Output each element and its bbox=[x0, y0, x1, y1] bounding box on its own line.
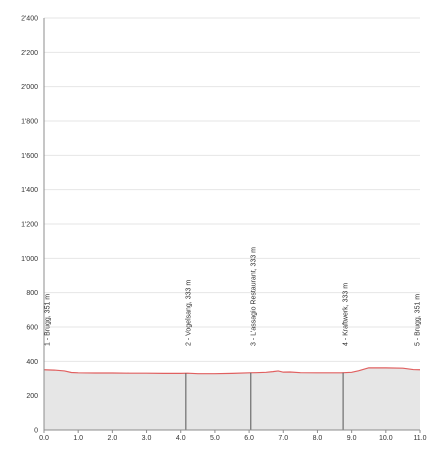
y-tick-label: 800 bbox=[26, 290, 38, 297]
x-tick-label: 0.0 bbox=[39, 435, 49, 442]
y-tick-label: 1'600 bbox=[21, 153, 38, 160]
x-tick-label: 3.0 bbox=[142, 435, 152, 442]
waypoint-label: 2 - Vogelsang, 333 m bbox=[185, 280, 192, 346]
y-tick-label: 2'000 bbox=[21, 84, 38, 91]
y-tick-label: 1'000 bbox=[21, 256, 38, 263]
y-tick-label: 1'400 bbox=[21, 187, 38, 194]
x-tick-label: 9.0 bbox=[347, 435, 357, 442]
elevation-area-fill bbox=[44, 367, 420, 430]
area-layer bbox=[43, 367, 421, 430]
grid-layer bbox=[44, 17, 420, 397]
marker-layer bbox=[185, 372, 344, 430]
y-tick-label: 1'800 bbox=[21, 119, 38, 126]
x-tick-label: 2.0 bbox=[107, 435, 117, 442]
axis-layer: 0 200 400 600 800 1'000 1'200 1'400 1'600 1'800 2'… bbox=[21, 16, 427, 443]
x-tick-label: 6.0 bbox=[244, 435, 254, 442]
y-tick-label: 200 bbox=[26, 393, 38, 400]
waypoint-label: 5 - Brugg, 351 m bbox=[415, 294, 422, 346]
waypoint-label: 4 - Kraftwerk, 333 m bbox=[343, 283, 350, 346]
x-tick-label: 8.0 bbox=[313, 435, 323, 442]
y-tick-label: 2'200 bbox=[21, 50, 38, 57]
x-tick-label: 5.0 bbox=[210, 435, 220, 442]
x-tick-label: 11.0 bbox=[413, 435, 426, 442]
y-tick-label: 0 bbox=[34, 428, 38, 435]
label-layer: 1 - Brugg, 351 m 2 - Vogelsang, 333 m 3 - … bbox=[45, 247, 422, 346]
x-tick-label: 4.0 bbox=[176, 435, 186, 442]
waypoint-label: 3 - L'assagio Restaurant, 333 m bbox=[250, 247, 257, 346]
y-tick-label: 1'200 bbox=[21, 222, 38, 229]
x-tick-label: 1.0 bbox=[73, 435, 83, 442]
waypoint-label: 1 - Brugg, 351 m bbox=[45, 294, 52, 346]
x-tick-label: 7.0 bbox=[278, 435, 288, 442]
x-tick-label: 10.0 bbox=[379, 435, 393, 442]
y-tick-label: 600 bbox=[26, 325, 38, 332]
y-tick-label: 400 bbox=[26, 359, 38, 366]
y-tick-label: 2'400 bbox=[21, 16, 38, 23]
elevation-line bbox=[43, 367, 421, 375]
